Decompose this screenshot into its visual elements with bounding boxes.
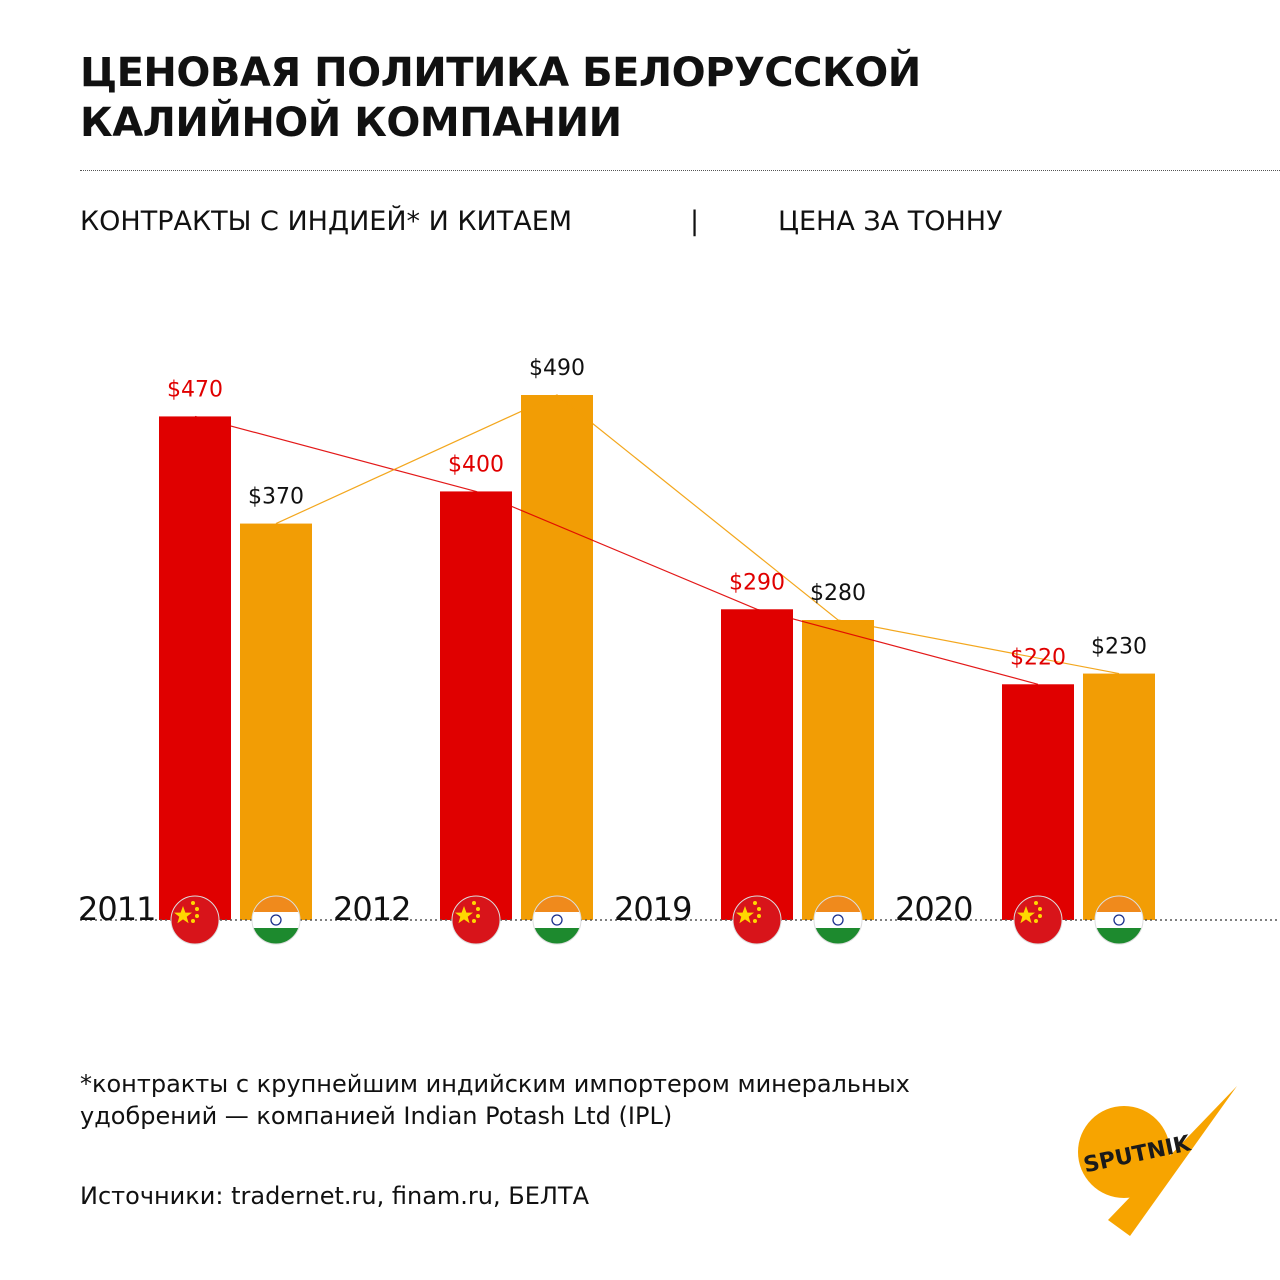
india-flag-icon bbox=[813, 895, 863, 945]
sputnik-logo: SPUTNIK bbox=[1078, 1086, 1237, 1236]
value-label-china-2019: $290 bbox=[729, 570, 785, 595]
title-divider bbox=[80, 170, 1280, 171]
bar-china-2012 bbox=[440, 491, 512, 920]
page-title: ЦЕНОВАЯ ПОЛИТИКА БЕЛОРУССКОЙ КАЛИЙНОЙ КО… bbox=[80, 50, 921, 146]
subtitle-separator: | bbox=[690, 206, 700, 237]
trend-line-china bbox=[194, 415, 1039, 685]
value-label-china-2011: $470 bbox=[167, 377, 223, 402]
footnote: *контракты с крупнейшим индийским импорт… bbox=[80, 1070, 910, 1130]
china-flag-icon bbox=[1013, 895, 1063, 945]
china-flag-icon bbox=[451, 895, 501, 945]
value-labels: $470 $370 $400 $490 $290 $280 $220 $230 bbox=[167, 356, 1147, 670]
category-label-2011: 2011 bbox=[78, 890, 155, 928]
value-label-india-2020: $230 bbox=[1091, 635, 1147, 660]
logo-circle bbox=[1078, 1106, 1170, 1198]
bar-india-2012 bbox=[521, 395, 593, 920]
value-label-china-2012: $400 bbox=[448, 452, 504, 477]
india-flag-icon bbox=[1094, 895, 1144, 945]
value-label-india-2011: $370 bbox=[248, 485, 304, 510]
chart-subtitle: КОНТРАКТЫ С ИНДИЕЙ* И КИТАЕМ | ЦЕНА ЗА Т… bbox=[80, 204, 1180, 244]
trend-line-india bbox=[275, 394, 1120, 675]
category-labels: 2011 2012 2019 2020 bbox=[78, 890, 973, 928]
china-flag-icon bbox=[732, 895, 782, 945]
bar-india-2011 bbox=[240, 523, 312, 920]
subtitle-right: ЦЕНА ЗА ТОННУ bbox=[778, 206, 1003, 237]
category-label-2012: 2012 bbox=[333, 890, 410, 928]
logo-wedge bbox=[1108, 1086, 1237, 1236]
bar-china-2011 bbox=[159, 416, 231, 920]
bar-india-2020 bbox=[1083, 673, 1155, 920]
bar-india-2019 bbox=[802, 620, 874, 920]
sources-note: Источники: tradernet.ru, finam.ru, БЕЛТА bbox=[80, 1182, 590, 1210]
bar-china-2020 bbox=[1002, 684, 1074, 920]
category-label-2020: 2020 bbox=[895, 890, 972, 928]
india-flag-icon bbox=[251, 895, 301, 945]
value-label-china-2020: $220 bbox=[1010, 645, 1066, 670]
india-flag-icon bbox=[532, 895, 582, 945]
bars-layer bbox=[159, 395, 1155, 920]
china-flag-icon bbox=[170, 895, 220, 945]
subtitle-left: КОНТРАКТЫ С ИНДИЕЙ* И КИТАЕМ bbox=[80, 206, 573, 237]
flags-layer bbox=[170, 895, 1144, 945]
category-label-2019: 2019 bbox=[614, 890, 691, 928]
value-label-india-2019: $280 bbox=[810, 581, 866, 606]
bar-china-2019 bbox=[721, 609, 793, 920]
connector-lines bbox=[194, 394, 1120, 685]
value-label-india-2012: $490 bbox=[529, 356, 585, 381]
